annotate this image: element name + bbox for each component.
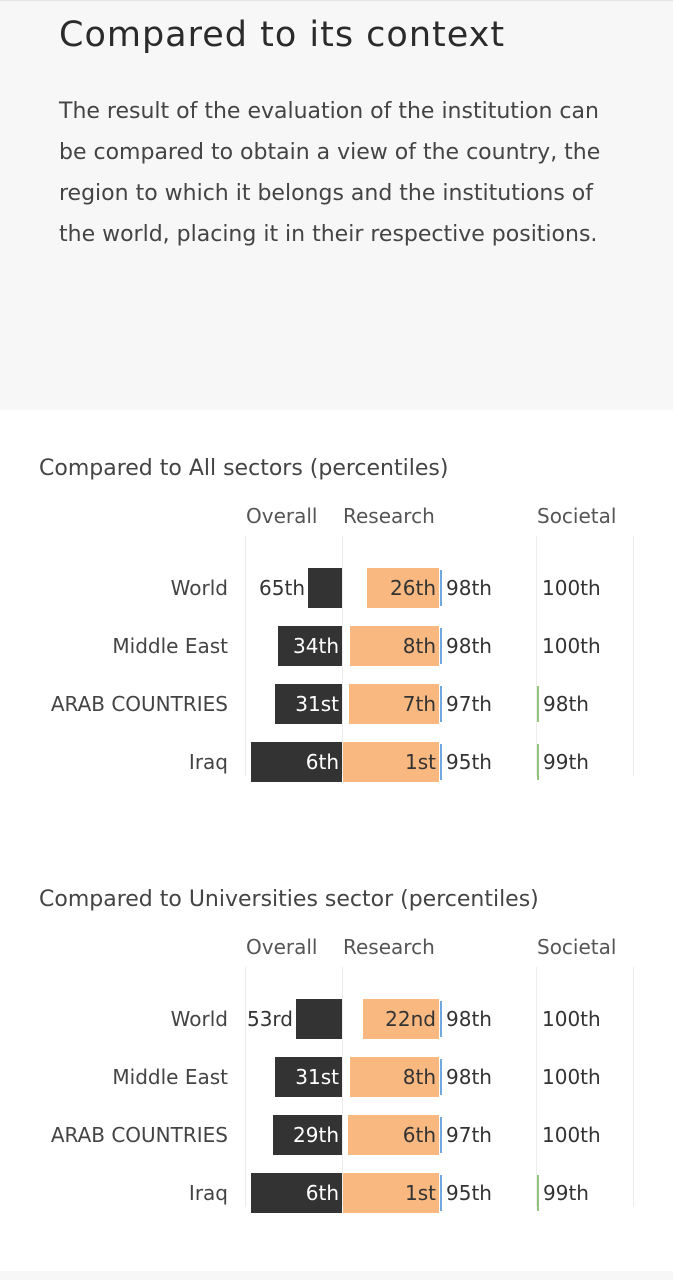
footer-band [0, 1271, 673, 1280]
column-header-research: Research [343, 935, 435, 959]
overall-value-world: 65th [259, 576, 305, 600]
row-label-world: World [170, 576, 228, 600]
societal-value-world: 100th [542, 576, 601, 600]
research-bar-arab-countries [349, 684, 439, 724]
row-label-arab-countries: ARAB COUNTRIES [50, 1123, 228, 1147]
research-bar-middle-east [350, 1057, 439, 1097]
overall-value-middle-east: 34th [293, 634, 339, 658]
chart-all-sectors: Compared to All sectors (percentiles) Ov… [0, 456, 673, 836]
societal-value-middle-east: 100th [542, 634, 601, 658]
intro-section: Compared to its context The result of th… [0, 0, 673, 410]
overall-value-arab-countries: 29th [293, 1123, 339, 1147]
societal-value-world: 100th [542, 1007, 601, 1031]
overall-value-arab-countries: 31st [295, 692, 339, 716]
grid-line [536, 967, 537, 1207]
overall-bar-world [296, 999, 342, 1039]
overall-value-iraq: 6th [305, 750, 339, 774]
research-bar-world [367, 568, 439, 608]
innovation-bar-world [440, 1001, 442, 1037]
overall-bar-middle-east [275, 1057, 342, 1097]
row-label-arab-countries: ARAB COUNTRIES [50, 692, 228, 716]
chart-title: Compared to All sectors (percentiles) [39, 456, 449, 481]
innovation-value-world: 98th [446, 576, 492, 600]
row-label-world: World [170, 1007, 228, 1031]
societal-value-iraq: 99th [543, 750, 589, 774]
intro-text: The result of the evaluation of the inst… [59, 99, 601, 247]
overall-value-world: 53rd [246, 1007, 293, 1031]
research-value-middle-east: 8th [402, 1065, 436, 1089]
overall-bar-iraq [251, 742, 342, 782]
chart-universities-sector: Compared to Universities sector (percent… [0, 887, 673, 1267]
societal-value-iraq: 99th [543, 1181, 589, 1205]
research-value-iraq: 1st [405, 1181, 436, 1205]
research-value-world: 26th [390, 576, 436, 600]
grid-line [342, 536, 343, 776]
overall-value-middle-east: 31st [295, 1065, 339, 1089]
innovation-bar-arab-countries [440, 686, 442, 722]
grid-line [245, 536, 246, 776]
grid-line [633, 967, 634, 1207]
grid-line [633, 536, 634, 776]
societal-bar-iraq [537, 1175, 539, 1211]
column-header-overall: Overall [246, 504, 318, 528]
societal-value-middle-east: 100th [542, 1065, 601, 1089]
innovation-value-iraq: 95th [446, 1181, 492, 1205]
innovation-value-world: 98th [446, 1007, 492, 1031]
page-title: Compared to its context [59, 15, 506, 55]
research-value-iraq: 1st [405, 750, 436, 774]
research-bar-world [363, 999, 439, 1039]
innovation-bar-middle-east [440, 628, 442, 664]
research-value-arab-countries: 7th [402, 692, 436, 716]
grid-line [245, 967, 246, 1207]
row-label-iraq: Iraq [188, 750, 228, 774]
overall-bar-middle-east [278, 626, 342, 666]
column-header-societal: Societal [537, 935, 617, 959]
societal-value-arab-countries: 100th [542, 1123, 601, 1147]
overall-bar-iraq [251, 1173, 342, 1213]
research-bar-iraq [343, 742, 439, 782]
column-header-overall: Overall [246, 935, 318, 959]
research-bar-arab-countries [348, 1115, 439, 1155]
societal-value-arab-countries: 98th [543, 692, 589, 716]
research-value-arab-countries: 6th [402, 1123, 436, 1147]
row-label-middle-east: Middle East [112, 1065, 228, 1089]
row-label-middle-east: Middle East [112, 634, 228, 658]
overall-bar-arab-countries [273, 1115, 342, 1155]
research-value-world: 22nd [385, 1007, 436, 1031]
innovation-value-iraq: 95th [446, 750, 492, 774]
innovation-bar-arab-countries [440, 1117, 442, 1153]
row-label-iraq: Iraq [188, 1181, 228, 1205]
research-value-middle-east: 8th [402, 634, 436, 658]
research-bar-middle-east [350, 626, 439, 666]
overall-bar-world [308, 568, 342, 608]
column-header-societal: Societal [537, 504, 617, 528]
overall-value-iraq: 6th [305, 1181, 339, 1205]
societal-bar-arab-countries [537, 686, 539, 722]
research-bar-iraq [343, 1173, 439, 1213]
innovation-value-middle-east: 98th [446, 634, 492, 658]
grid-line [536, 536, 537, 776]
innovation-value-arab-countries: 97th [446, 692, 492, 716]
innovation-value-middle-east: 98th [446, 1065, 492, 1089]
column-header-research: Research [343, 504, 435, 528]
innovation-bar-middle-east [440, 1059, 442, 1095]
innovation-bar-world [440, 570, 442, 606]
innovation-bar-iraq [440, 1175, 442, 1211]
grid-line [342, 967, 343, 1207]
innovation-value-arab-countries: 97th [446, 1123, 492, 1147]
innovation-bar-iraq [440, 744, 442, 780]
overall-bar-arab-countries [275, 684, 342, 724]
societal-bar-iraq [537, 744, 539, 780]
chart-title: Compared to Universities sector (percent… [39, 887, 539, 912]
